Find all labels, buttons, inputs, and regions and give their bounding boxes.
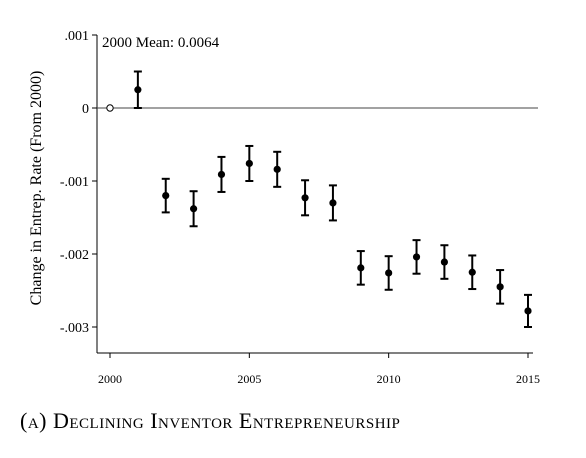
data-point — [496, 283, 504, 291]
data-point — [134, 86, 142, 94]
data-point — [357, 264, 365, 272]
data-point — [217, 170, 226, 179]
data-point — [412, 253, 421, 261]
baseline-point — [106, 104, 114, 112]
data-point — [329, 199, 337, 207]
data-point — [440, 258, 448, 266]
y-axis-label: Change in Entrep. Rate (From 2000) — [28, 71, 45, 306]
data-point — [245, 159, 253, 168]
data-point — [162, 192, 170, 200]
data-point — [524, 307, 532, 315]
data-point — [190, 205, 198, 213]
y-tick-label: -.003 — [60, 321, 89, 336]
x-tick-label: 2015 — [516, 372, 540, 386]
data-point — [468, 268, 476, 276]
x-tick-label: 2010 — [377, 372, 401, 386]
data-point — [301, 194, 309, 202]
x-tick-label: 2005 — [237, 372, 261, 386]
y-tick-label: 0 — [82, 102, 89, 117]
mean-annotation: 2000 Mean: 0.0064 — [102, 35, 220, 51]
y-tick-label: .001 — [65, 29, 90, 44]
x-tick-label: 2000 — [98, 372, 122, 386]
y-tick-label: -.001 — [60, 175, 89, 190]
y-tick-label: -.002 — [60, 248, 89, 263]
data-point — [385, 269, 393, 277]
plot-area: .001 0 -.001 -.002 -.003 2000 2005 2010 2015 — [60, 29, 540, 386]
cropped-neighbor-edge — [574, 60, 586, 310]
figure-caption: (a) Declining Inventor Entrepreneurship — [20, 408, 401, 433]
chart: 2000 Mean: 0.0064 Change in Entrep. Rate… — [28, 29, 540, 386]
data-point — [273, 165, 281, 173]
